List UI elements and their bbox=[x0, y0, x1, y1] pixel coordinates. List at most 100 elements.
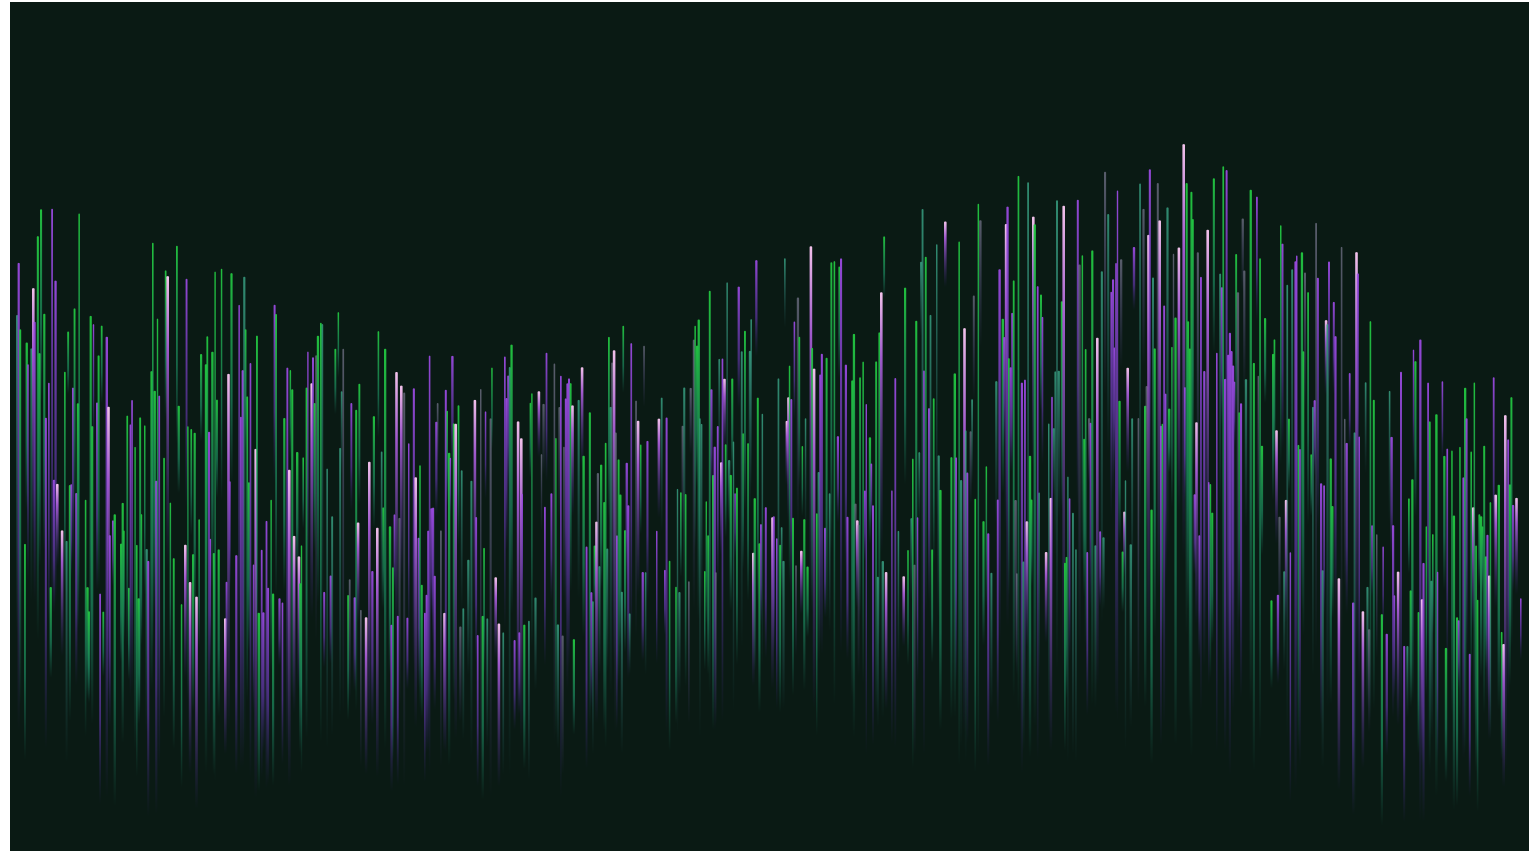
streak bbox=[1414, 361, 1417, 517]
streak bbox=[555, 438, 557, 737]
streak bbox=[1372, 399, 1375, 710]
streak bbox=[712, 475, 715, 730]
streak bbox=[198, 519, 200, 648]
streak bbox=[859, 377, 861, 617]
streak bbox=[220, 268, 223, 502]
streak bbox=[1222, 166, 1225, 681]
streak bbox=[419, 465, 421, 710]
streak bbox=[1120, 259, 1123, 369]
streak bbox=[230, 273, 233, 485]
streak bbox=[721, 358, 724, 722]
streak bbox=[1380, 614, 1383, 826]
streak bbox=[593, 545, 596, 609]
streak bbox=[278, 598, 281, 666]
streak bbox=[1244, 379, 1248, 528]
streak bbox=[273, 304, 276, 483]
streak bbox=[966, 472, 969, 744]
streak bbox=[270, 499, 272, 671]
streak bbox=[244, 329, 247, 455]
streak bbox=[128, 587, 130, 680]
streak bbox=[616, 535, 618, 729]
streak bbox=[1188, 348, 1191, 723]
streak bbox=[617, 459, 620, 684]
streak bbox=[718, 358, 721, 460]
streak bbox=[1425, 526, 1427, 695]
streak bbox=[449, 457, 452, 519]
streak bbox=[350, 403, 353, 511]
streak bbox=[656, 530, 658, 664]
streak bbox=[683, 387, 686, 590]
streak bbox=[1172, 253, 1175, 487]
streak bbox=[1011, 312, 1014, 471]
streak bbox=[289, 370, 292, 461]
streak bbox=[200, 354, 203, 442]
streak bbox=[1152, 277, 1154, 502]
streak bbox=[1131, 418, 1134, 582]
streak bbox=[1473, 382, 1476, 726]
streak bbox=[1408, 498, 1410, 574]
streak bbox=[592, 601, 594, 755]
streak bbox=[560, 375, 562, 798]
streak bbox=[1008, 358, 1010, 597]
streak bbox=[604, 442, 607, 749]
streak bbox=[252, 564, 255, 714]
streak bbox=[550, 493, 553, 602]
streak bbox=[857, 524, 860, 677]
streak bbox=[113, 514, 116, 807]
streak bbox=[760, 524, 762, 626]
streak bbox=[1072, 512, 1074, 755]
streak bbox=[462, 608, 465, 740]
streak bbox=[184, 544, 187, 680]
streak bbox=[16, 315, 19, 635]
streak bbox=[1406, 646, 1409, 718]
streak bbox=[518, 632, 521, 714]
streak bbox=[51, 208, 53, 609]
streak bbox=[452, 423, 455, 700]
streak bbox=[891, 490, 893, 745]
streak bbox=[1235, 254, 1238, 415]
streak bbox=[660, 397, 663, 533]
streak bbox=[556, 624, 559, 750]
streak bbox=[1304, 272, 1306, 410]
streak bbox=[726, 282, 728, 521]
streak bbox=[915, 320, 918, 622]
streak bbox=[1411, 479, 1414, 702]
streak bbox=[92, 324, 95, 443]
streak bbox=[1337, 578, 1341, 791]
streak bbox=[1260, 445, 1264, 556]
streak bbox=[1344, 418, 1346, 587]
streak bbox=[846, 516, 849, 660]
streak bbox=[1273, 339, 1276, 466]
streak bbox=[227, 373, 230, 731]
streak bbox=[998, 269, 1001, 644]
streak bbox=[412, 388, 415, 670]
streak bbox=[1249, 189, 1252, 704]
streak bbox=[408, 443, 410, 640]
streak bbox=[523, 624, 526, 769]
streak bbox=[36, 236, 39, 641]
streak bbox=[913, 564, 916, 756]
streak bbox=[806, 566, 809, 638]
streak bbox=[212, 553, 215, 776]
streak bbox=[300, 545, 303, 773]
streak bbox=[108, 535, 111, 729]
streak bbox=[377, 331, 380, 438]
streak bbox=[172, 558, 175, 750]
streak bbox=[758, 543, 761, 713]
streak bbox=[1142, 208, 1145, 368]
streak bbox=[689, 387, 692, 455]
streak bbox=[862, 361, 864, 684]
streak bbox=[580, 367, 584, 469]
streak bbox=[1016, 573, 1018, 676]
streak bbox=[507, 375, 510, 490]
streak bbox=[764, 507, 767, 659]
streak bbox=[1507, 439, 1510, 701]
streak bbox=[1369, 321, 1372, 720]
streak bbox=[776, 538, 778, 709]
streak bbox=[307, 351, 309, 564]
streak bbox=[1089, 422, 1092, 613]
streak bbox=[1184, 387, 1186, 500]
streak bbox=[678, 592, 681, 696]
streak bbox=[995, 381, 998, 524]
streak bbox=[611, 362, 613, 607]
